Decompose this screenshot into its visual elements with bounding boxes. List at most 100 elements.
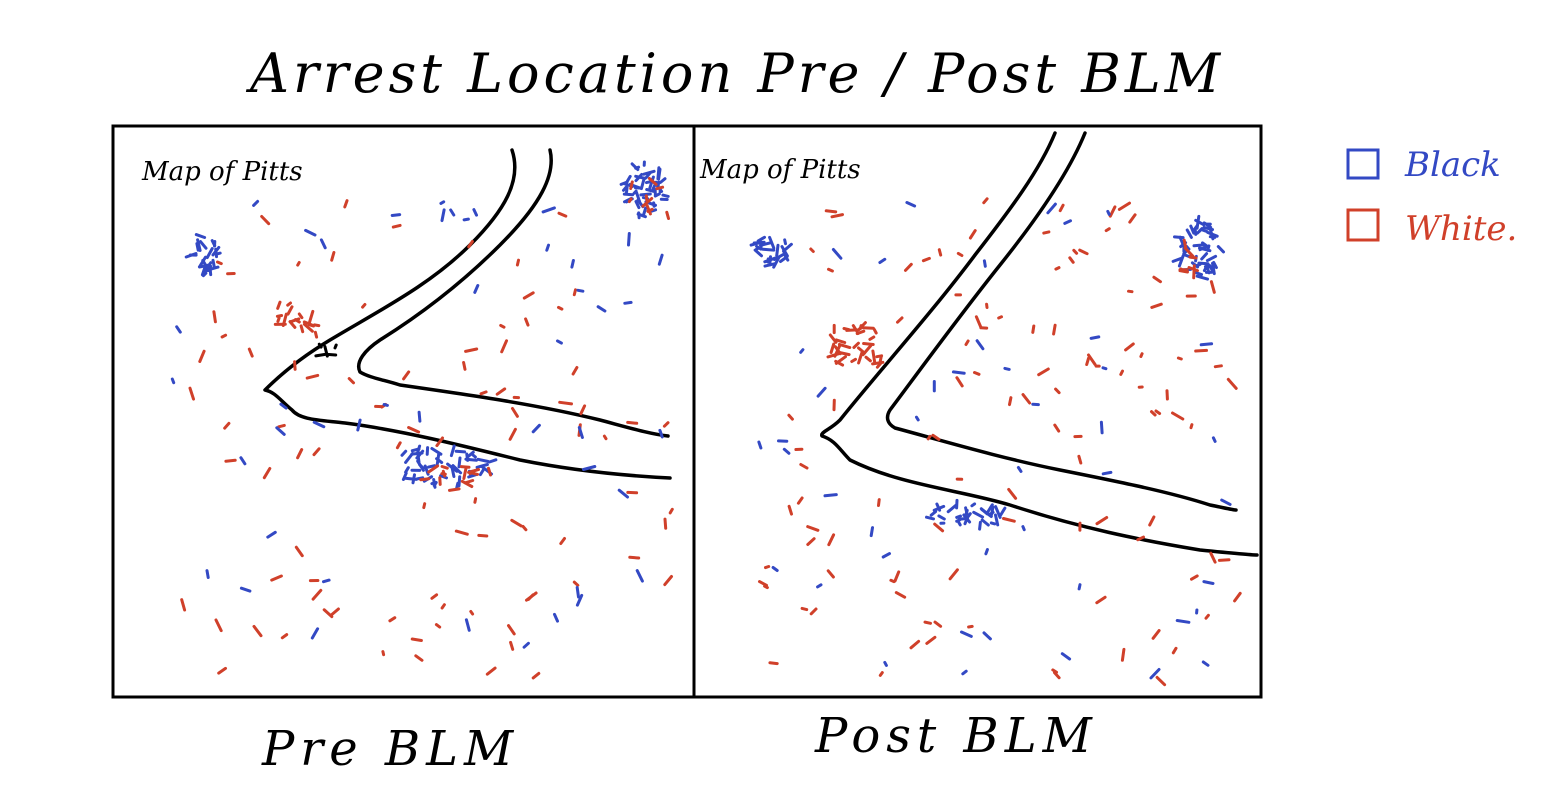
black-arrest-mark xyxy=(775,243,780,258)
ink-mark xyxy=(317,342,323,349)
white-arrest-mark xyxy=(296,261,301,267)
black-arrest-mark xyxy=(645,188,656,194)
white-arrest-mark xyxy=(1183,246,1195,258)
white-arrest-mark xyxy=(499,323,506,329)
black-arrest-mark xyxy=(756,235,766,243)
black-arrest-mark xyxy=(451,464,463,475)
black-arrest-mark xyxy=(576,288,585,293)
white-arrest-mark xyxy=(579,404,587,416)
white-arrest-mark xyxy=(1119,369,1124,376)
black-arrest-mark xyxy=(763,256,777,264)
black-arrest-mark xyxy=(1205,254,1218,263)
white-arrest-mark xyxy=(276,300,282,310)
white-arrest-mark xyxy=(868,335,876,341)
white-arrest-mark xyxy=(1136,535,1145,542)
black-arrest-mark xyxy=(816,386,827,398)
white-arrest-mark xyxy=(1051,668,1058,674)
white-arrest-mark xyxy=(921,256,931,263)
white-arrest-mark xyxy=(647,177,658,186)
black-arrest-mark xyxy=(1021,525,1026,532)
white-arrest-mark xyxy=(833,345,842,356)
white-arrest-mark xyxy=(806,537,816,546)
post-map-label: Map of Pitts xyxy=(699,155,861,185)
white-arrest-mark xyxy=(967,624,974,629)
white-arrest-mark xyxy=(1104,227,1111,233)
black-arrest-mark xyxy=(473,284,480,294)
white-arrest-mark xyxy=(510,518,523,528)
black-arrest-mark xyxy=(1202,580,1215,585)
white-arrest-mark xyxy=(799,463,809,470)
white-arrest-mark xyxy=(1128,213,1137,224)
black-arrest-mark xyxy=(630,162,640,172)
white-arrest-mark xyxy=(864,355,872,363)
black-arrest-mark xyxy=(304,228,317,237)
black-arrest-mark xyxy=(816,583,823,589)
black-arrest-mark xyxy=(430,480,437,486)
black-arrest-mark xyxy=(642,169,656,176)
white-arrest-mark xyxy=(968,229,977,240)
black-arrest-mark xyxy=(556,339,563,345)
black-arrest-mark xyxy=(975,339,985,351)
black-arrest-mark xyxy=(204,268,211,273)
black-arrest-mark xyxy=(1212,260,1218,270)
white-arrest-mark xyxy=(896,316,904,324)
black-arrest-mark xyxy=(410,447,421,453)
white-arrest-mark xyxy=(275,314,284,318)
black-arrest-mark xyxy=(639,177,646,191)
black-arrest-mark xyxy=(627,232,631,247)
black-arrest-mark xyxy=(932,504,946,512)
white-arrest-mark xyxy=(1077,454,1083,465)
black-arrest-mark xyxy=(661,193,670,198)
black-arrest-mark xyxy=(1182,249,1188,256)
chart-title: Arrest Location Pre / Post BLM xyxy=(245,42,1224,105)
black-arrest-mark xyxy=(403,476,418,481)
black-arrest-mark xyxy=(427,464,436,469)
white-arrest-mark xyxy=(422,502,427,510)
black-arrest-mark xyxy=(1099,420,1104,435)
white-arrest-mark xyxy=(427,464,440,474)
white-arrest-mark xyxy=(312,323,321,328)
black-arrest-mark xyxy=(1016,466,1023,473)
black-arrest-mark xyxy=(439,200,446,205)
black-arrest-mark xyxy=(755,244,763,251)
black-arrest-mark xyxy=(783,238,787,246)
white-arrest-mark xyxy=(511,407,519,418)
white-arrest-mark xyxy=(872,327,878,335)
white-arrest-mark xyxy=(663,517,668,530)
black-arrest-mark xyxy=(1216,245,1225,254)
white-arrest-mark xyxy=(837,342,852,349)
white-arrest-mark xyxy=(1037,367,1050,377)
black-arrest-mark xyxy=(990,505,995,517)
white-arrest-mark xyxy=(861,344,873,357)
white-arrest-mark xyxy=(1213,364,1223,369)
white-arrest-mark xyxy=(871,349,877,364)
white-arrest-mark xyxy=(557,211,568,218)
white-arrest-mark xyxy=(525,591,538,602)
black-arrest-mark xyxy=(754,249,763,258)
legend: Black White. xyxy=(1346,145,1517,249)
white-arrest-mark xyxy=(407,426,421,434)
black-arrest-mark xyxy=(749,240,763,247)
white-arrest-mark xyxy=(1120,647,1126,662)
white-arrest-mark xyxy=(487,466,492,477)
black-arrest-mark xyxy=(275,426,286,436)
white-arrest-mark xyxy=(850,357,857,363)
white-arrest-mark xyxy=(628,555,641,560)
white-arrest-mark xyxy=(223,421,231,430)
black-arrest-mark xyxy=(472,208,478,217)
black-arrest-mark xyxy=(1063,219,1072,225)
white-arrest-mark xyxy=(262,467,272,480)
black-arrest-mark xyxy=(1077,583,1082,591)
white-arrest-mark xyxy=(531,671,541,680)
white-arrest-mark xyxy=(294,545,304,558)
white-arrest-mark xyxy=(830,213,844,219)
black-arrest-mark xyxy=(1198,244,1209,252)
black-arrest-mark xyxy=(994,505,1002,519)
black-arrest-mark xyxy=(1201,228,1209,234)
white-arrest-mark xyxy=(1171,411,1185,421)
white-arrest-mark xyxy=(507,624,516,636)
black-arrest-mark xyxy=(435,452,441,467)
black-arrest-mark xyxy=(570,259,575,269)
white-arrest-mark xyxy=(1127,289,1134,294)
white-arrest-mark xyxy=(391,223,402,229)
